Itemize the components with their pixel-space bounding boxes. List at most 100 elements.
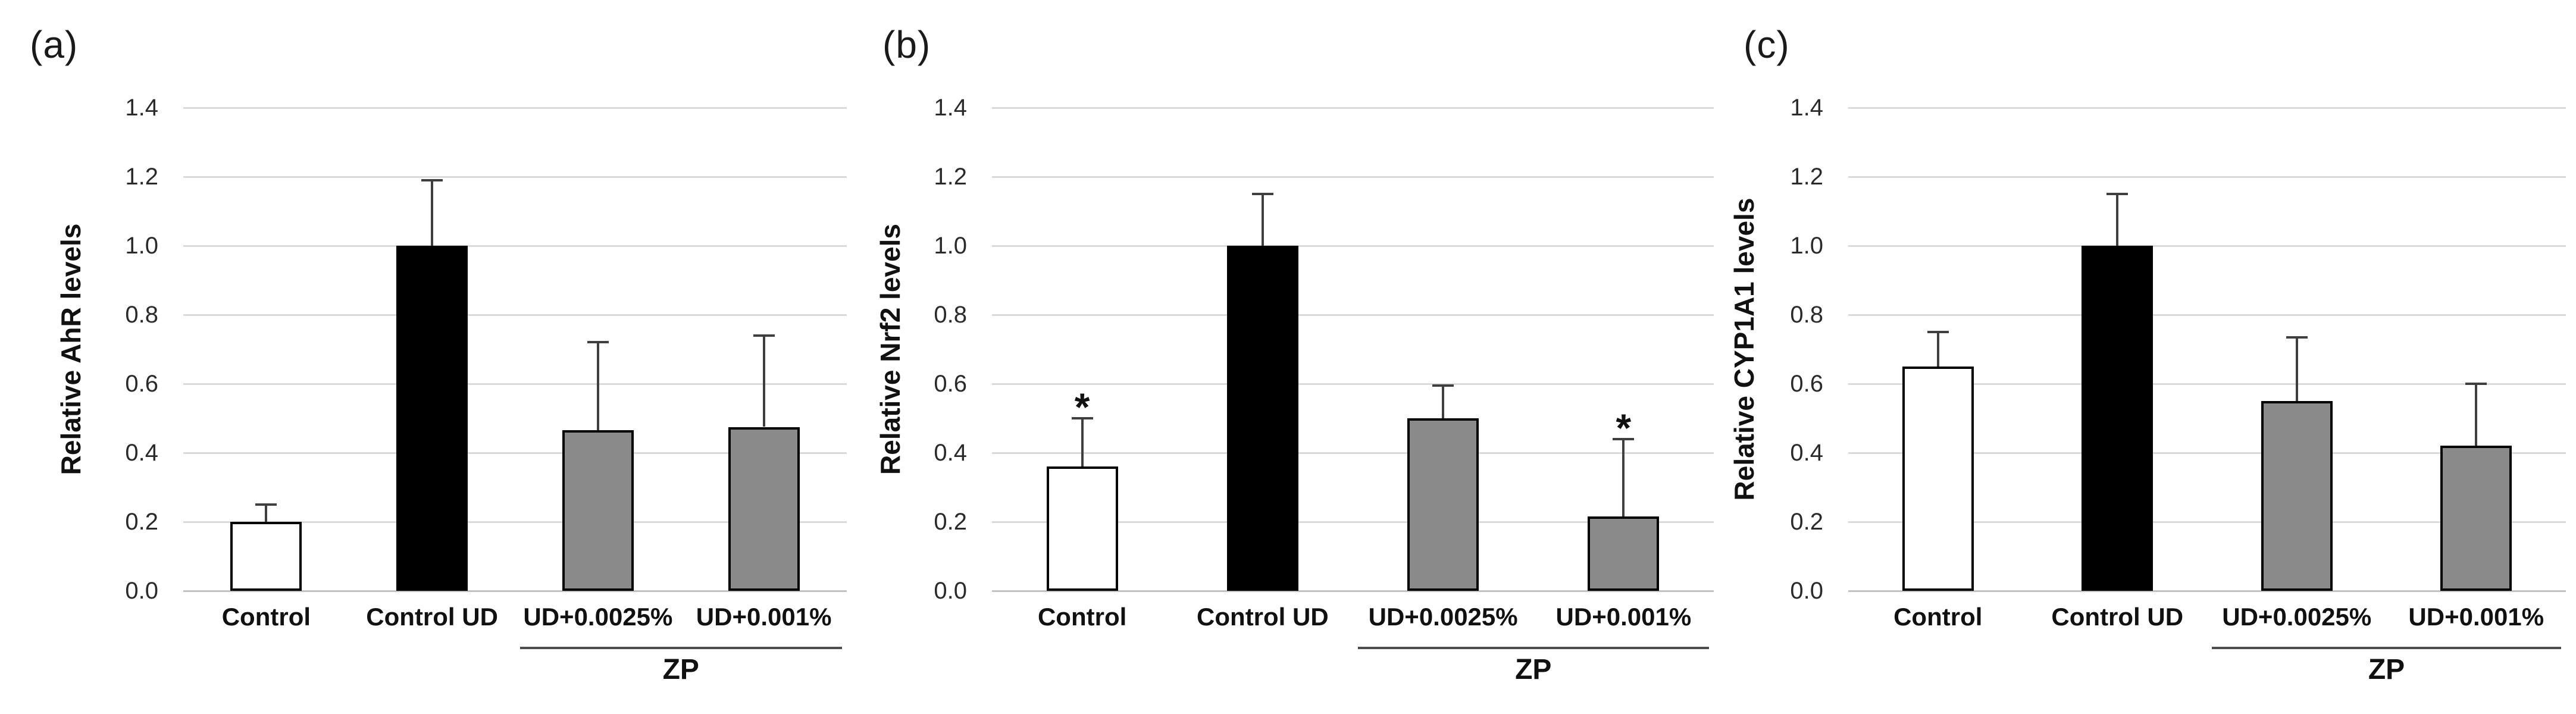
y-tick-label: 0.4 — [934, 440, 967, 466]
gridline — [992, 521, 1714, 523]
bar-Control UD — [396, 246, 468, 591]
gridline — [183, 314, 847, 316]
y-tick-label: 1.2 — [1790, 164, 1823, 190]
x-category-label: Control — [1893, 603, 1983, 631]
x-category-label: UD+0.0025% — [523, 603, 673, 631]
error-bar-line — [2475, 384, 2478, 446]
x-category-label: Control UD — [1197, 603, 1329, 631]
x-axis-line — [992, 590, 1714, 592]
error-bar-cap — [1251, 193, 1273, 195]
x-category-label: UD+0.001% — [2408, 603, 2544, 631]
error-bar-line — [1936, 332, 1939, 367]
bar-Control — [1046, 466, 1118, 591]
error-bar-line — [2116, 194, 2119, 246]
y-tick-label: 1.2 — [934, 164, 967, 190]
bar-UD+0.0025% — [1407, 418, 1479, 591]
x-category-label: Control — [221, 603, 311, 631]
x-axis-line — [1848, 590, 2566, 592]
error-bar-cap — [587, 341, 609, 344]
error-bar-line — [1442, 385, 1445, 418]
bar-Control — [1902, 367, 1974, 591]
panel-b: (b) Relative Nrf2 levels 0.0 0.2 0.4 0.6 0.8 1.… — [859, 0, 1717, 714]
x-category-label: Control UD — [366, 603, 498, 631]
y-tick-label: 1.4 — [934, 95, 967, 121]
x-category-label: UD+0.001% — [696, 603, 832, 631]
y-tick-label: 0.2 — [125, 509, 158, 535]
error-bar-cap — [753, 334, 775, 337]
error-bar-line — [596, 342, 599, 431]
error-bar-cap — [2465, 383, 2487, 385]
error-bar-line — [1622, 439, 1625, 517]
gridline — [183, 107, 847, 109]
significance-asterisk: * — [1074, 385, 1090, 429]
panel-c: (c) Relative CYP1A1 levels 0.0 0.2 0.4 0.6 0.8… — [1717, 0, 2576, 714]
group-bracket-line — [519, 647, 842, 649]
x-category-label: Control UD — [2051, 603, 2184, 631]
y-tick-label: 1.0 — [1790, 233, 1823, 259]
x-category-label: UD+0.001% — [1555, 603, 1692, 631]
gridline — [992, 107, 1714, 109]
x-axis-line — [183, 590, 847, 592]
y-tick-label: 0.8 — [125, 302, 158, 328]
gridline — [1848, 383, 2566, 385]
gridline — [1848, 452, 2566, 454]
group-label-zp: ZP — [662, 654, 699, 685]
x-category-label: UD+0.0025% — [1368, 603, 1518, 631]
bar-UD+0.0025% — [562, 430, 634, 591]
group-bracket-line — [2212, 647, 2561, 649]
bar-Control UD — [2082, 246, 2154, 591]
error-bar-cap — [255, 503, 277, 506]
y-tick-label: 1.0 — [934, 233, 967, 259]
bar-UD+0.001% — [2440, 446, 2512, 591]
gridline — [992, 245, 1714, 247]
y-tick-label: 0.8 — [934, 302, 967, 328]
bar-Control UD — [1226, 246, 1298, 591]
panel-letter: (a) — [30, 23, 79, 66]
bar-UD+0.0025% — [2261, 401, 2333, 591]
gridline — [1848, 314, 2566, 316]
error-bar-cap — [421, 178, 443, 181]
gridline — [1848, 521, 2566, 523]
panel-a: (a) Relative AhR levels 0.0 0.2 0.4 0.6 0.8 1.0… — [0, 0, 859, 714]
y-tick-label: 0.0 — [1790, 578, 1823, 604]
y-tick-label: 0.0 — [125, 578, 158, 604]
gridline — [183, 176, 847, 178]
gridline — [992, 314, 1714, 316]
y-tick-label: 0.0 — [934, 578, 967, 604]
panel-letter: (c) — [1744, 23, 1790, 66]
panel-letter: (b) — [882, 23, 931, 66]
y-tick-label: 0.6 — [1790, 371, 1823, 397]
gridline — [183, 521, 847, 523]
bar-UD+0.001% — [728, 427, 800, 591]
y-tick-label: 0.2 — [1790, 509, 1823, 535]
y-tick-label: 0.2 — [934, 509, 967, 535]
error-bar-line — [431, 180, 434, 246]
significance-asterisk: * — [1616, 405, 1632, 450]
bar-UD+0.001% — [1588, 516, 1660, 591]
error-bar-line — [1261, 194, 1264, 246]
gridline — [183, 383, 847, 385]
y-tick-label: 0.4 — [125, 440, 158, 466]
error-bar-cap — [1613, 437, 1635, 440]
error-bar-line — [2295, 337, 2298, 401]
error-bar-line — [265, 505, 268, 522]
bar-Control — [230, 522, 302, 591]
gridline — [183, 245, 847, 247]
error-bar-line — [762, 335, 765, 427]
y-tick-label: 0.6 — [125, 371, 158, 397]
y-tick-label: 1.0 — [125, 233, 158, 259]
gridline — [1848, 245, 2566, 247]
error-bar-line — [1081, 418, 1084, 467]
group-label-zp: ZP — [2368, 654, 2405, 685]
error-bar-cap — [2107, 193, 2129, 195]
y-tick-label: 0.6 — [934, 371, 967, 397]
error-bar-cap — [1071, 417, 1093, 419]
y-tick-label: 1.4 — [125, 95, 158, 121]
y-tick-label: 0.8 — [1790, 302, 1823, 328]
gridline — [992, 383, 1714, 385]
x-category-label: UD+0.0025% — [2222, 603, 2372, 631]
gridline — [992, 176, 1714, 178]
gridline — [1848, 176, 2566, 178]
x-category-label: Control — [1037, 603, 1127, 631]
